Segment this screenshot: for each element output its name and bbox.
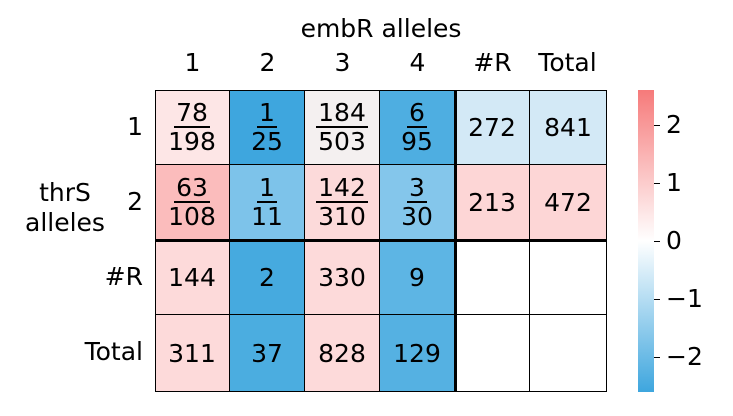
cell-fraction: 78 198 (168, 99, 216, 155)
cell-value: 272 (468, 112, 516, 142)
cell-value: 828 (318, 338, 366, 368)
totals-row-divider (155, 240, 607, 242)
heatmap-cell: 184 503 (305, 90, 380, 165)
cell-numerator: 78 (174, 98, 210, 128)
cell-numerator: 63 (174, 173, 210, 203)
row-label: #R (104, 262, 143, 291)
heatmap-cell: 78 198 (155, 90, 230, 165)
cell-numerator: 3 (407, 173, 427, 203)
heatmap-cell: 472 (530, 165, 607, 240)
column-label: 3 (334, 48, 351, 77)
cell-numerator: 6 (407, 98, 427, 128)
cell-denominator: 30 (401, 202, 433, 231)
cell-value: 37 (251, 338, 283, 368)
cell-numerator: 1 (257, 173, 277, 203)
cell-fraction: 142 310 (316, 174, 368, 230)
heatmap-cell: 142 310 (305, 165, 380, 240)
cell-value: 841 (544, 112, 592, 142)
colorbar-tick (654, 299, 660, 300)
cell-denominator: 25 (251, 127, 283, 156)
row-axis-title-text: thrS (39, 178, 91, 207)
cell-value: 9 (409, 262, 425, 292)
cell-value: 472 (544, 187, 592, 217)
cell-denominator: 95 (401, 127, 433, 156)
colorbar-tick-label: 1 (666, 168, 682, 197)
row-label: 2 (127, 187, 143, 216)
colorbar-tick (654, 125, 660, 126)
cell-fraction: 184 503 (316, 99, 368, 155)
heatmap-cell: 330 (305, 240, 380, 315)
heatmap-cell: 37 (230, 315, 305, 392)
cell-value: 330 (318, 262, 366, 292)
column-label: #R (473, 48, 512, 77)
row-axis-title-line: thrS alleles (10, 178, 120, 238)
heatmap-cell (530, 315, 607, 392)
heatmap-cell (455, 315, 530, 392)
heatmap-cell: 9 (380, 240, 455, 315)
heatmap-cell: 1 11 (230, 165, 305, 240)
cell-denominator: 11 (251, 202, 283, 231)
row-label: 1 (127, 112, 143, 141)
cell-numerator: 1 (257, 98, 277, 128)
cell-value: 144 (168, 262, 216, 292)
heatmap-cell: 828 (305, 315, 380, 392)
column-label: 1 (184, 48, 201, 77)
cell-denominator: 503 (318, 127, 366, 156)
heatmap-cell: 6 95 (380, 90, 455, 165)
colorbar-tick-label: −1 (666, 284, 703, 313)
colorbar-tick (654, 241, 660, 242)
cell-value: 129 (393, 338, 441, 368)
cell-fraction: 6 95 (401, 99, 433, 155)
heatmap-cell: 63 108 (155, 165, 230, 240)
column-label: Total (538, 48, 597, 77)
cell-fraction: 3 30 (401, 174, 433, 230)
heatmap-cell: 144 (155, 240, 230, 315)
cell-numerator: 142 (316, 173, 368, 203)
row-axis-title: thrS alleles (10, 178, 120, 238)
cell-fraction: 63 108 (168, 174, 216, 230)
column-label: 4 (409, 48, 426, 77)
cell-value: 311 (168, 338, 216, 368)
column-label: 2 (259, 48, 276, 77)
heatmap-cell: 1 25 (230, 90, 305, 165)
heatmap-cell: 2 (230, 240, 305, 315)
heatmap-cell: 311 (155, 315, 230, 392)
cell-fraction: 1 25 (251, 99, 283, 155)
cell-value: 2 (259, 262, 275, 292)
colorbar-tick (654, 357, 660, 358)
heatmap-cell (455, 240, 530, 315)
cell-denominator: 108 (168, 202, 216, 231)
colorbar-tick-label: 0 (666, 226, 682, 255)
cell-value: 213 (468, 187, 516, 217)
colorbar-tick-label: 2 (666, 110, 682, 139)
colorbar-tick (654, 183, 660, 184)
heatmap-cell (530, 240, 607, 315)
colorbar-tick-label: −2 (666, 342, 703, 371)
colorbar (638, 90, 654, 392)
cell-numerator: 184 (316, 98, 368, 128)
heatmap-cell: 841 (530, 90, 607, 165)
heatmap-cell: 129 (380, 315, 455, 392)
heatmap-cell: 213 (455, 165, 530, 240)
cell-denominator: 198 (168, 127, 216, 156)
row-axis-title-text: alleles (25, 208, 105, 237)
cell-fraction: 1 11 (251, 174, 283, 230)
column-axis-title: embR alleles (300, 14, 462, 43)
heatmap-cell: 272 (455, 90, 530, 165)
cell-denominator: 310 (318, 202, 366, 231)
row-label: Total (84, 337, 143, 366)
